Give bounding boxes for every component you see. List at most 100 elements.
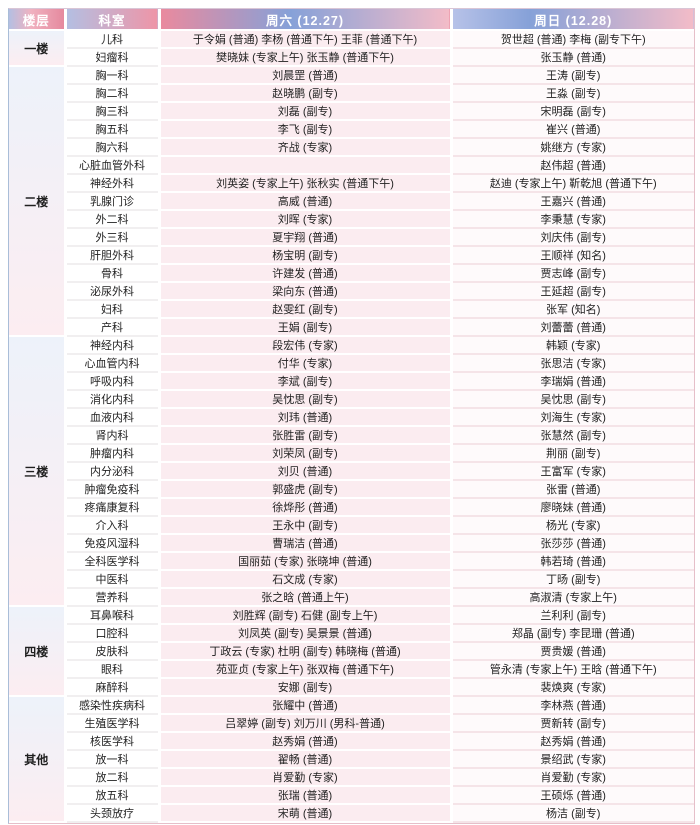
- sunday-cell: 王延超 (副专): [451, 282, 694, 301]
- department-cell: 全科医学科: [65, 552, 161, 571]
- department-cell: 胸三科: [65, 102, 161, 121]
- saturday-cell: 刘凤英 (副专) 吴景景 (普通): [159, 624, 453, 643]
- sunday-cell: 贾志峰 (副专): [451, 264, 694, 283]
- header-row: 楼层 科室 周六 (12.27) 周日 (12.28): [9, 9, 694, 31]
- sunday-cell: 姚继方 (专家): [451, 138, 694, 157]
- floor-cell: 三楼: [9, 336, 67, 607]
- sunday-cell: 刘海生 (专家): [451, 408, 694, 427]
- saturday-cell: 宋萌 (普通): [159, 804, 453, 823]
- saturday-cell: 段宏伟 (专家): [159, 336, 453, 355]
- table-row: 外二科 刘晖 (专家) 李秉慧 (专家): [9, 210, 694, 229]
- saturday-cell: 高威 (普通): [159, 192, 453, 211]
- saturday-cell: 刘胜辉 (副专) 石健 (副专上午): [159, 606, 453, 625]
- table-row: 口腔科 刘凤英 (副专) 吴景景 (普通) 郑晶 (副专) 李昆珊 (普通): [9, 624, 694, 643]
- saturday-cell: 樊晓妹 (专家上午) 张玉静 (普通下午): [159, 48, 453, 67]
- table-row: 生殖医学科 吕翠婷 (副专) 刘万川 (男科-普通) 贾新转 (副专): [9, 714, 694, 733]
- table-row: 呼吸内科 李斌 (副专) 李瑞娟 (普通): [9, 372, 694, 391]
- table-row: 乳腺门诊 高威 (普通) 王嘉兴 (普通): [9, 192, 694, 211]
- department-cell: 放五科: [65, 786, 161, 805]
- sunday-cell: 崔兴 (普通): [451, 120, 694, 139]
- floor-cell: 二楼: [9, 66, 67, 337]
- saturday-cell: 张瑞 (普通): [159, 786, 453, 805]
- col-header-saturday: 周六 (12.27): [159, 9, 453, 31]
- sunday-cell: 王富军 (专家): [451, 462, 694, 481]
- sunday-cell: 刘庆伟 (副专): [451, 228, 694, 247]
- sunday-cell: 贾新转 (副专): [451, 714, 694, 733]
- sunday-cell: 李林燕 (普通): [451, 696, 694, 715]
- department-cell: 血液内科: [65, 408, 161, 427]
- table-row: 三楼 神经内科 段宏伟 (专家) 韩颖 (专家): [9, 336, 694, 607]
- sunday-cell: 吴忱思 (副专): [451, 390, 694, 409]
- sunday-cell: 张玉静 (普通): [451, 48, 694, 67]
- table-row: 胸二科 赵晓鹏 (副专) 王淼 (副专): [9, 84, 694, 103]
- table-row: 疼痛康复科 徐烨彤 (普通) 廖晓妹 (普通): [9, 498, 694, 517]
- department-cell: 眼科: [65, 660, 161, 679]
- table-row: 心血管内科 付华 (专家) 张思洁 (专家): [9, 354, 694, 373]
- table-row: 肿瘤内科 刘荣凤 (副专) 荆丽 (副专): [9, 444, 694, 463]
- sunday-cell: 王硕烁 (普通): [451, 786, 694, 805]
- department-cell: 心血管内科: [65, 354, 161, 373]
- saturday-cell: 吕翠婷 (副专) 刘万川 (男科-普通): [159, 714, 453, 733]
- sunday-cell: 王顺祥 (知名): [451, 246, 694, 265]
- department-cell: 肿瘤免疫科: [65, 480, 161, 499]
- department-cell: 消化内科: [65, 390, 161, 409]
- saturday-cell: 赵晓鹏 (副专): [159, 84, 453, 103]
- table-row: 其他 感染性疾病科 张耀中 (普通) 李林燕 (普通): [9, 696, 694, 823]
- sunday-cell: 兰利利 (副专): [451, 606, 694, 625]
- table-row: 放二科 肖爱勤 (专家) 肖爱勤 (专家): [9, 768, 694, 787]
- department-cell: 中医科: [65, 570, 161, 589]
- sunday-cell: 贾贵媛 (普通): [451, 642, 694, 661]
- department-cell: 皮肤科: [65, 642, 161, 661]
- sunday-cell: 张莎莎 (普通): [451, 534, 694, 553]
- col-header-floor: 楼层: [9, 9, 67, 31]
- table-row: 骨科 许建发 (普通) 贾志峰 (副专): [9, 264, 694, 283]
- table-row: 免疫风湿科 曹瑞洁 (普通) 张莎莎 (普通): [9, 534, 694, 553]
- table-row: 内分泌科 刘贝 (普通) 王富军 (专家): [9, 462, 694, 481]
- table-row: 泌尿外科 梁向东 (普通) 王延超 (副专): [9, 282, 694, 301]
- department-cell: 儿科: [65, 30, 161, 49]
- department-cell: 介入科: [65, 516, 161, 535]
- sunday-cell: 郑晶 (副专) 李昆珊 (普通): [451, 624, 694, 643]
- department-cell: 神经外科: [65, 174, 161, 193]
- saturday-cell: 刘玮 (普通): [159, 408, 453, 427]
- saturday-cell: 肖爱勤 (专家): [159, 768, 453, 787]
- department-cell: 疼痛康复科: [65, 498, 161, 517]
- department-cell: 肾内科: [65, 426, 161, 445]
- col-header-department: 科室: [65, 9, 161, 31]
- saturday-cell: 刘荣凤 (副专): [159, 444, 453, 463]
- sunday-cell: 廖晓妹 (普通): [451, 498, 694, 517]
- saturday-cell: 苑亚贞 (专家上午) 张双梅 (普通下午): [159, 660, 453, 679]
- table-row: 头颈放疗 宋萌 (普通) 杨洁 (副专): [9, 804, 694, 823]
- department-cell: 泌尿外科: [65, 282, 161, 301]
- saturday-cell: 赵秀娟 (普通): [159, 732, 453, 751]
- sunday-cell: 王嘉兴 (普通): [451, 192, 694, 211]
- department-cell: 耳鼻喉科: [65, 606, 161, 625]
- table-row: 肾内科 张胜雷 (副专) 张慧然 (副专): [9, 426, 694, 445]
- table-row: 核医学科 赵秀娟 (普通) 赵秀娟 (普通): [9, 732, 694, 751]
- department-cell: 乳腺门诊: [65, 192, 161, 211]
- table-row: 全科医学科 国丽茹 (专家) 张晓坤 (普通) 韩若琦 (普通): [9, 552, 694, 571]
- saturday-cell: 徐烨彤 (普通): [159, 498, 453, 517]
- table-row: 皮肤科 丁政云 (专家) 杜明 (副专) 韩晓梅 (普通) 贾贵媛 (普通): [9, 642, 694, 661]
- table-row: 心脏血管外科 赵伟超 (普通): [9, 156, 694, 175]
- sunday-cell: 赵伟超 (普通): [451, 156, 694, 175]
- saturday-cell: 王娟 (副专): [159, 318, 453, 337]
- floor-cell: 四楼: [9, 606, 67, 697]
- saturday-cell: 张耀中 (普通): [159, 696, 453, 715]
- saturday-cell: 李斌 (副专): [159, 372, 453, 391]
- sunday-cell: 景绍武 (专家): [451, 750, 694, 769]
- department-cell: 胸五科: [65, 120, 161, 139]
- department-cell: 胸二科: [65, 84, 161, 103]
- department-cell: 放一科: [65, 750, 161, 769]
- saturday-cell: 吴忱思 (副专): [159, 390, 453, 409]
- department-cell: 妇瘤科: [65, 48, 161, 67]
- table-row: 肿瘤免疫科 郭盛虎 (副专) 张雷 (普通): [9, 480, 694, 499]
- table-row: 二楼 胸一科 刘晨罡 (普通) 王涛 (副专): [9, 66, 694, 337]
- saturday-cell: 张胜雷 (副专): [159, 426, 453, 445]
- table-row: 产科 王娟 (副专) 刘蕾蕾 (普通): [9, 318, 694, 337]
- saturday-cell: 王永中 (副专): [159, 516, 453, 535]
- saturday-cell: 刘晨罡 (普通): [159, 66, 453, 85]
- sunday-cell: 张思洁 (专家): [451, 354, 694, 373]
- sunday-cell: 张慧然 (副专): [451, 426, 694, 445]
- sunday-cell: 丁旸 (副专): [451, 570, 694, 589]
